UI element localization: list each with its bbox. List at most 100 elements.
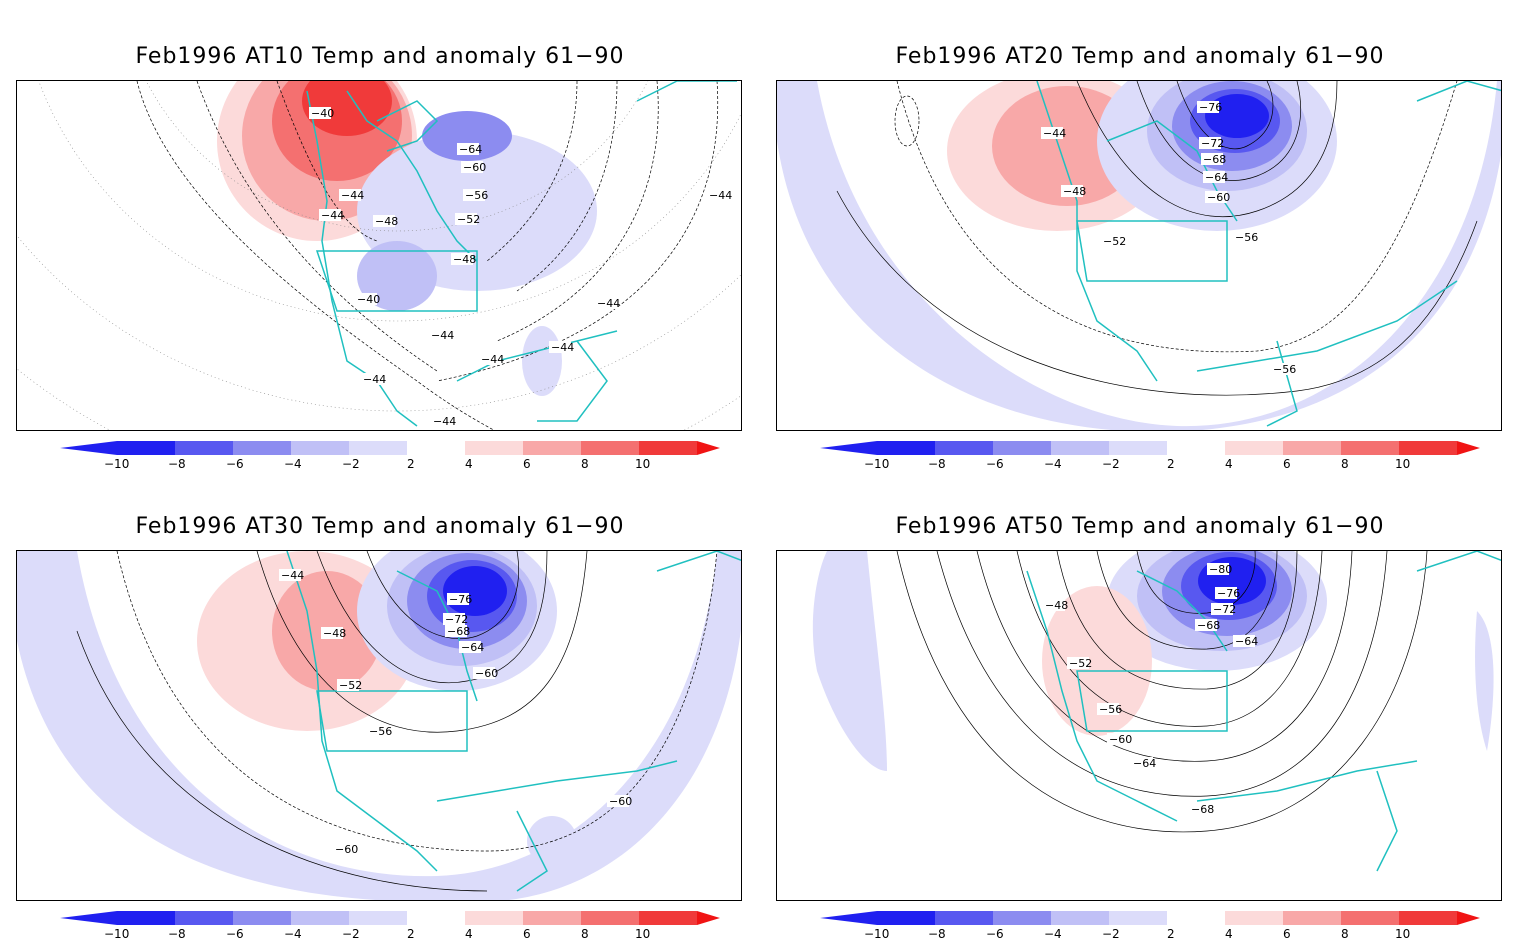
contour-label: −44	[549, 341, 574, 354]
colorbar-swatch	[820, 441, 877, 455]
svg-text:−52: −52	[339, 679, 362, 692]
colorbar-swatch	[117, 911, 175, 925]
colorbar-tick: −8	[928, 927, 946, 940]
temperature-contours	[136, 81, 719, 430]
anomaly-fill	[197, 551, 577, 866]
contour-label: −48	[373, 215, 398, 228]
colorbar-swatch	[993, 441, 1051, 455]
colorbar-tick: 8	[1341, 927, 1349, 940]
contour-label: −44	[479, 353, 504, 366]
svg-text:−68: −68	[447, 625, 470, 638]
contour-label: −44	[595, 297, 620, 310]
svg-text:−44: −44	[1043, 127, 1066, 140]
colorbar: −10 −8 −6 −4 −2 2 4 6 8 10	[60, 441, 720, 470]
colorbar-swatch	[175, 911, 233, 925]
temperature-contours	[76, 551, 718, 892]
colorbar-swatch	[407, 441, 465, 455]
colorbar-swatch	[1109, 911, 1167, 925]
colorbar-tick: 4	[1225, 927, 1233, 940]
svg-text:−68: −68	[1197, 619, 1220, 632]
contour-label: −52	[1067, 657, 1092, 670]
contour-label: −44	[1041, 127, 1066, 140]
svg-text:−72: −72	[445, 613, 468, 626]
colorbar-tick: −10	[104, 927, 129, 940]
svg-text:−56: −56	[1235, 231, 1258, 244]
svg-text:−56: −56	[1099, 703, 1122, 716]
anomaly-fill	[947, 81, 1337, 231]
colorbar-swatch	[60, 441, 117, 455]
colorbar-tick: −8	[168, 927, 186, 940]
colorbar-swatch	[1399, 911, 1457, 925]
colorbar-swatch	[1341, 911, 1399, 925]
anomaly-fill	[217, 81, 597, 396]
contour-label: −44	[431, 415, 456, 428]
colorbar-swatch	[1225, 911, 1283, 925]
svg-text:−64: −64	[1133, 757, 1156, 770]
svg-text:−48: −48	[453, 253, 476, 266]
colorbar-tick: −4	[284, 457, 302, 470]
contour-labels: −76 −72 −68 −64 −60 −44 −48 −52 −56 −56	[1041, 101, 1296, 376]
colorbar-swatch	[1457, 441, 1480, 455]
svg-text:−48: −48	[1045, 599, 1068, 612]
panel-title: Feb1996 AT30 Temp and anomaly 61−90	[135, 514, 625, 539]
colorbar-tick: −6	[226, 927, 244, 940]
svg-text:−52: −52	[457, 213, 480, 226]
contour-label: −60	[461, 161, 486, 174]
panel-title: Feb1996 AT10 Temp and anomaly 61−90	[135, 44, 625, 69]
contour-label: −56	[1233, 231, 1258, 244]
temperature-contours	[836, 81, 1478, 396]
colorbar-swatch	[1051, 911, 1109, 925]
svg-text:−44: −44	[341, 189, 364, 202]
colorbar-tick: −8	[928, 457, 946, 470]
colorbar-swatch	[1457, 911, 1480, 925]
svg-text:−56: −56	[369, 725, 392, 738]
colorbar-swatch	[581, 441, 639, 455]
contour-label: −44	[279, 569, 304, 582]
svg-text:−72: −72	[1201, 137, 1224, 150]
colorbar-swatch	[1399, 441, 1457, 455]
contour-label: −60	[1205, 191, 1230, 204]
colorbar: −10 −8 −6 −4 −2 2 4 6 8 10	[820, 911, 1480, 940]
contour-label: −80	[1207, 563, 1232, 576]
map-frame: −44 −48 −52 −56 −76 −72 −68 −64 −60 −60 …	[16, 550, 742, 901]
colorbar-tick: −2	[1102, 457, 1120, 470]
colorbar-tick: −4	[284, 927, 302, 940]
contour-label: −64	[1233, 635, 1258, 648]
svg-text:−68: −68	[1203, 153, 1226, 166]
svg-text:−60: −60	[609, 795, 632, 808]
colorbar-tick: 2	[1167, 927, 1175, 940]
colorbar-tick: 8	[581, 927, 589, 940]
colorbar-tick: −6	[986, 457, 1004, 470]
colorbar-tick: 8	[1341, 457, 1349, 470]
colorbar-swatch	[639, 911, 697, 925]
contour-label: −56	[1097, 703, 1122, 716]
svg-text:−44: −44	[551, 341, 574, 354]
colorbar-swatches	[60, 441, 720, 455]
colorbar-swatch	[175, 441, 233, 455]
contour-label: −72	[443, 613, 468, 626]
colorbar-swatch	[407, 911, 465, 925]
colorbar-swatch	[1109, 441, 1167, 455]
colorbar-swatch	[1283, 911, 1341, 925]
colorbar-swatch	[1167, 911, 1225, 925]
colorbar-swatch	[1051, 441, 1109, 455]
outside-hemisphere	[17, 641, 377, 900]
svg-text:−40: −40	[311, 107, 334, 120]
contour-label: −52	[455, 213, 480, 226]
colorbar-swatch	[233, 441, 291, 455]
svg-text:−44: −44	[597, 297, 620, 310]
colorbar-tick: 2	[407, 457, 415, 470]
outside-hemisphere	[1201, 153, 1501, 430]
contour-label: −48	[1043, 599, 1068, 612]
contour-label: −60	[1107, 733, 1132, 746]
contour-label: −52	[337, 679, 362, 692]
panel-title: Feb1996 AT50 Temp and anomaly 61−90	[895, 514, 1385, 539]
svg-text:−52: −52	[1103, 235, 1126, 248]
contour-label: −64	[1203, 171, 1228, 184]
svg-text:−48: −48	[1063, 185, 1086, 198]
svg-text:−76: −76	[1199, 101, 1222, 114]
colorbar-tick: 2	[407, 927, 415, 940]
colorbar-swatch	[877, 441, 935, 455]
colorbar-tick: 6	[523, 927, 531, 940]
colorbar-swatch	[697, 911, 720, 925]
